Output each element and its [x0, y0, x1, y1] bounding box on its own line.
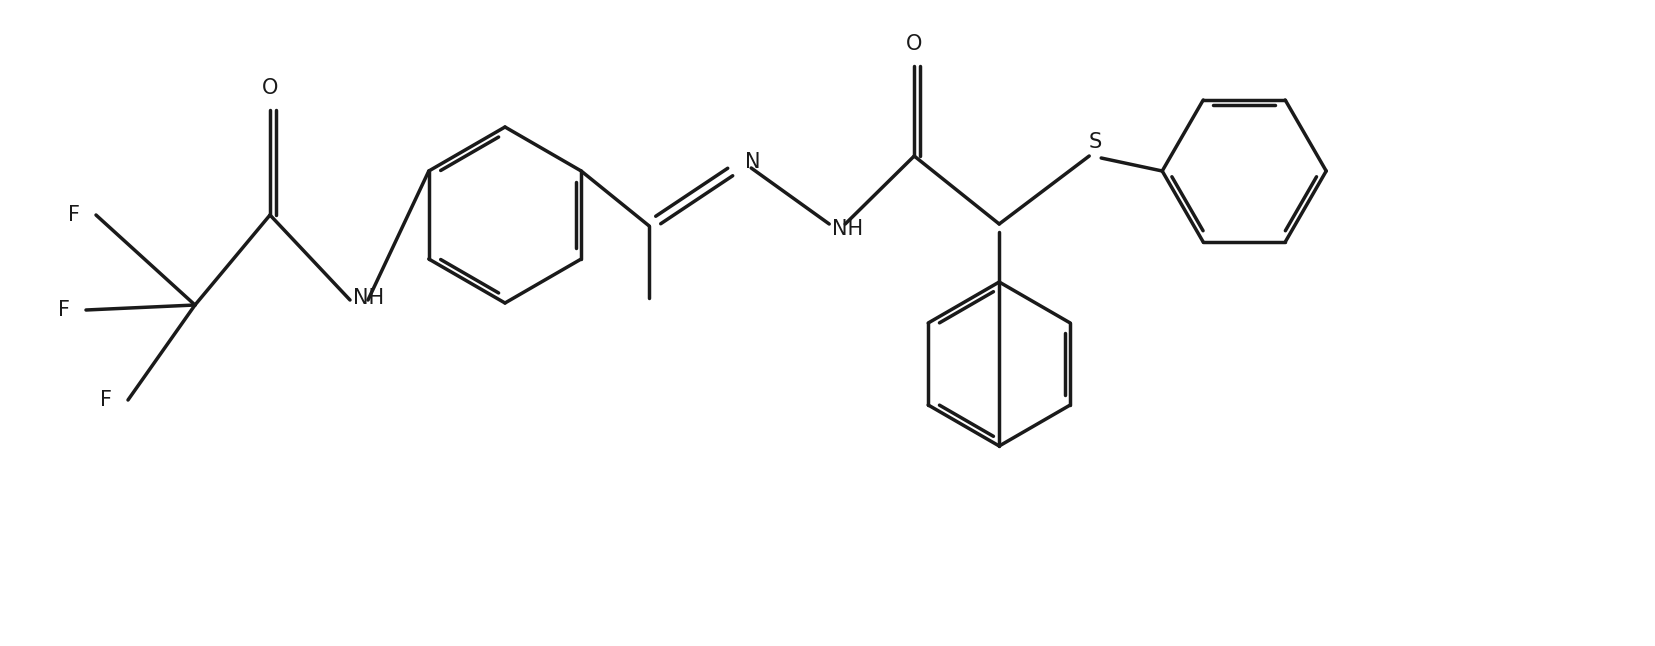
Text: F: F — [58, 300, 70, 320]
Text: NH: NH — [832, 219, 862, 239]
Text: S: S — [1087, 132, 1101, 152]
Text: NH: NH — [353, 288, 384, 308]
Text: O: O — [261, 78, 278, 98]
Text: F: F — [99, 390, 113, 410]
Text: F: F — [68, 205, 79, 225]
Text: N: N — [745, 152, 761, 172]
Text: O: O — [905, 34, 922, 54]
